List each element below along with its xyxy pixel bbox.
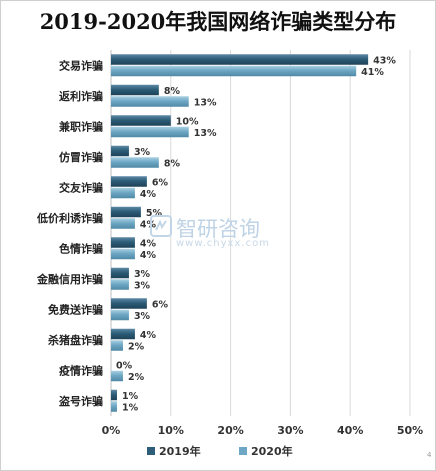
data-label: 2% <box>128 372 145 383</box>
category-label: 免费送诈骗 <box>48 302 103 316</box>
bar-2020 <box>111 309 129 321</box>
data-label: 5% <box>146 208 163 219</box>
bar-2020 <box>111 279 129 290</box>
category-label: 盗号诈骗 <box>59 394 103 408</box>
data-label: 13% <box>194 128 217 139</box>
data-label: 4% <box>140 219 157 230</box>
category-label: 兼职诈骗 <box>59 119 103 133</box>
data-label: 3% <box>134 269 151 280</box>
data-label: 10% <box>176 116 199 127</box>
bar-2019 <box>111 298 147 309</box>
bar-2019 <box>111 54 369 65</box>
category-label: 低价利诱诈骗 <box>36 211 103 225</box>
bar-2019 <box>111 206 141 218</box>
data-label: 1% <box>122 391 139 402</box>
bar-2019 <box>111 328 135 340</box>
category-label: 交易诈骗 <box>59 58 103 72</box>
chart-title: 2019-2020年我国网络诈骗类型分布 <box>39 9 397 34</box>
bar-2020 <box>111 218 135 229</box>
data-label: 4% <box>140 250 157 261</box>
corner-mark: 4 <box>427 451 432 459</box>
bar-2020 <box>111 126 189 138</box>
bar-2020 <box>111 401 117 412</box>
x-tick-label: 10% <box>158 424 184 437</box>
data-label: 4% <box>140 189 157 200</box>
data-label: 8% <box>164 86 181 97</box>
data-label: 6% <box>152 299 169 310</box>
data-label: 13% <box>194 97 217 108</box>
category-label: 交友诈骗 <box>59 180 103 194</box>
bar-2020 <box>111 187 135 199</box>
data-label: 3% <box>134 280 151 291</box>
category-label: 金融信用诈骗 <box>36 272 103 286</box>
data-label: 8% <box>164 158 181 169</box>
bar-2019 <box>111 389 117 401</box>
bar-2019 <box>111 84 159 96</box>
bar-2019 <box>111 237 135 248</box>
bar-2020 <box>111 370 123 382</box>
data-label: 4% <box>140 330 157 341</box>
category-label: 仿冒诈骗 <box>59 150 103 164</box>
x-tick-label: 50% <box>397 424 423 437</box>
category-label: 疫情诈骗 <box>59 363 103 377</box>
bar-2020 <box>111 96 189 107</box>
bar-2019 <box>111 176 147 187</box>
x-tick-label: 40% <box>337 424 363 437</box>
bar-2019 <box>111 145 129 157</box>
data-label: 6% <box>152 177 169 188</box>
x-tick-label: 20% <box>217 424 243 437</box>
data-label: 0% <box>116 360 133 371</box>
data-label: 2% <box>128 341 145 352</box>
data-label: 43% <box>373 55 396 66</box>
data-label: 3% <box>134 311 151 322</box>
legend-swatch <box>239 447 247 455</box>
legend-swatch <box>147 447 155 455</box>
legend-label: 2019年 <box>159 444 201 458</box>
x-tick-label: 0% <box>102 424 121 437</box>
category-label: 杀猪盘诈骗 <box>48 333 103 347</box>
category-label: 返利诈骗 <box>59 89 103 103</box>
legend-label: 2020年 <box>251 444 293 458</box>
data-label: 1% <box>122 402 139 413</box>
data-label: 41% <box>361 67 384 78</box>
bar-2020 <box>111 65 357 77</box>
category-label: 色情诈骗 <box>59 241 103 255</box>
data-label: 3% <box>134 147 151 158</box>
bar-2020 <box>111 248 135 260</box>
x-tick-label: 30% <box>277 424 303 437</box>
bar-2019 <box>111 115 171 126</box>
bar-2020 <box>111 340 123 351</box>
bar-2019 <box>111 267 129 279</box>
data-label: 4% <box>140 238 157 249</box>
bar-2020 <box>111 157 159 168</box>
